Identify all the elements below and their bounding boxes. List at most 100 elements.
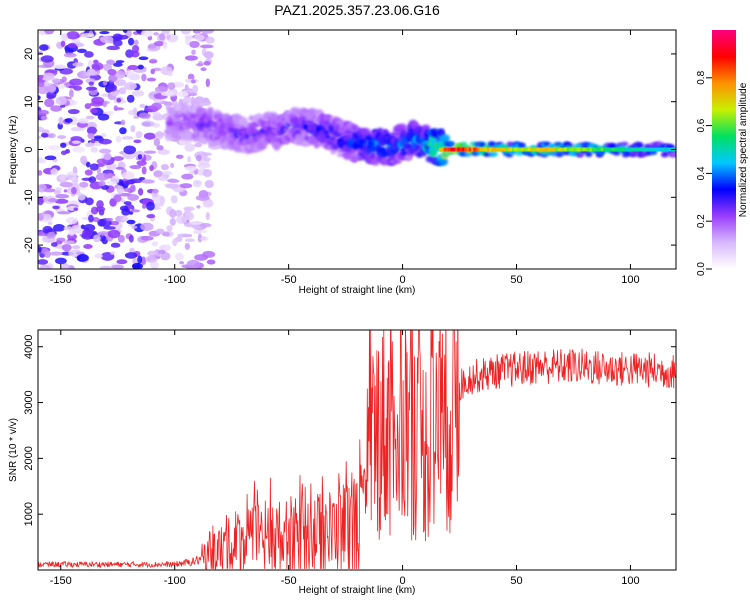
spectrogram-cell: [191, 49, 196, 55]
spectrogram-cell: [99, 265, 113, 269]
spectrogram-ridge-cell: [666, 147, 671, 152]
spectrogram-ridge-cell: [628, 147, 633, 152]
spectrogram-cell: [290, 116, 300, 125]
spectrogram-ridge-cell: [491, 147, 496, 152]
spectrogram-ridge-cell: [676, 148, 680, 152]
spectrogram-cell: [105, 217, 114, 222]
spectrogram-cell: [185, 78, 193, 83]
spectrogram-cell: [184, 165, 198, 171]
y-tick-label: -10: [23, 189, 35, 205]
spectrogram-cell: [118, 87, 127, 95]
y-tick-label: 3000: [23, 390, 35, 414]
spectrogram-cell: [157, 149, 170, 155]
spectrogram-cell: [84, 169, 93, 176]
spectrogram-cell: [369, 150, 376, 160]
spectrogram-ridge-cell: [543, 147, 548, 152]
spectrogram-cell: [200, 236, 209, 241]
spectrogram-cell: [195, 154, 202, 162]
spectrogram-cell: [124, 252, 138, 259]
x-tick-label: 50: [510, 274, 522, 286]
spectrogram-cell: [68, 249, 82, 257]
spectrogram-cell: [133, 139, 142, 144]
spectrogram-cell: [195, 63, 204, 67]
spectrogram-cell: [167, 70, 173, 77]
spectrogram-cell: [73, 207, 79, 212]
spectrogram-cell: [129, 164, 142, 170]
spectrogram-cell: [460, 142, 468, 147]
spectrogram-cell: [135, 131, 143, 139]
spectrogram-y-ticks: -20 -10 0 10 20: [23, 48, 676, 253]
spectrogram-cell: [283, 126, 289, 133]
spectrogram-cell: [61, 33, 68, 42]
spectrogram-cell: [193, 34, 205, 41]
spectrogram-cell: [40, 55, 54, 63]
spectrogram-ridge-cell: [646, 147, 651, 152]
spectrogram-cell: [166, 178, 179, 183]
x-tick-label: 100: [621, 575, 639, 587]
spectrogram-cell: [44, 30, 55, 35]
spectrogram-cell: [180, 30, 191, 35]
spectrogram-cell: [61, 243, 72, 252]
snr-x-ticks: -150 -100 -50 0 50 100: [50, 330, 640, 587]
y-tick-label: 10: [23, 96, 35, 108]
spectrogram-cell: [176, 110, 185, 115]
spectrogram-cell: [152, 67, 162, 72]
spectrogram-cell: [38, 109, 49, 116]
spectrogram-cell: [147, 250, 158, 257]
spectrogram-cell: [109, 220, 119, 226]
spectrogram-ridge-cell: [550, 147, 555, 152]
spectrogram-ridge-cell: [662, 147, 667, 152]
spectrogram-cell: [117, 234, 125, 243]
spectrogram-cell: [146, 201, 155, 211]
spectrogram-cell: [106, 45, 120, 51]
spectrogram-cell: [137, 255, 143, 264]
spectrogram-cell: [48, 145, 61, 151]
spectrogram-ridge-cell: [612, 147, 617, 152]
spectrogram-cell: [173, 114, 183, 119]
spectrogram-cell: [169, 218, 176, 226]
spectrogram-cell: [52, 205, 60, 210]
colorbar-label: Normalized spectral amplitude: [738, 82, 749, 217]
spectrogram-ridge-cell: [473, 147, 478, 152]
spectrogram-cell: [138, 112, 151, 119]
x-tick-label: -100: [164, 575, 186, 587]
spectrogram-cell: [156, 145, 164, 151]
spectrogram-cell: [177, 233, 191, 238]
spectrogram-cell: [151, 241, 159, 247]
spectrogram-cell: [189, 40, 200, 49]
spectrogram-ridge-cell: [509, 147, 514, 152]
spectrogram-ridge-cell: [660, 147, 665, 152]
spectrogram-cell: [139, 103, 146, 109]
spectrogram-ridge-cell: [527, 147, 532, 152]
spectrogram-cell: [71, 187, 77, 195]
spectrogram-ridge-cell: [552, 147, 557, 152]
spectrogram-cell: [93, 135, 103, 139]
spectrogram-cell: [198, 136, 209, 144]
spectrogram-cell: [237, 116, 248, 126]
spectrogram-cell: [141, 120, 155, 127]
spectrogram-cell: [59, 174, 67, 181]
spectrogram-cell: [44, 155, 57, 161]
spectrogram-ridge-cell: [466, 147, 471, 152]
spectrogram-cell: [196, 205, 201, 209]
spectrogram-cell: [141, 166, 147, 175]
spectrogram-cell: [42, 225, 53, 234]
spectrogram-ridge-cell: [523, 147, 528, 152]
spectrogram-ridge-cell: [452, 147, 457, 152]
spectrogram-cell: [68, 85, 77, 89]
spectrogram-cell: [63, 189, 68, 193]
spectrogram-ridge-cell: [648, 147, 653, 152]
spectrogram-ridge-cell: [603, 147, 608, 152]
spectrogram-ridge-cell: [598, 147, 603, 152]
spectrogram-cell: [137, 64, 144, 70]
spectrogram-cell: [178, 138, 188, 146]
spectrogram-cell: [569, 151, 577, 156]
spectrogram-cell: [44, 98, 55, 108]
spectrogram-ridge-cell: [539, 147, 544, 152]
spectrogram-cell: [122, 30, 128, 34]
x-tick-label: 0: [400, 274, 406, 286]
spectrogram-cell: [106, 59, 115, 66]
spectrogram-cell: [38, 85, 50, 95]
x-tick-label: 100: [621, 274, 639, 286]
spectrogram-cell: [146, 77, 157, 82]
